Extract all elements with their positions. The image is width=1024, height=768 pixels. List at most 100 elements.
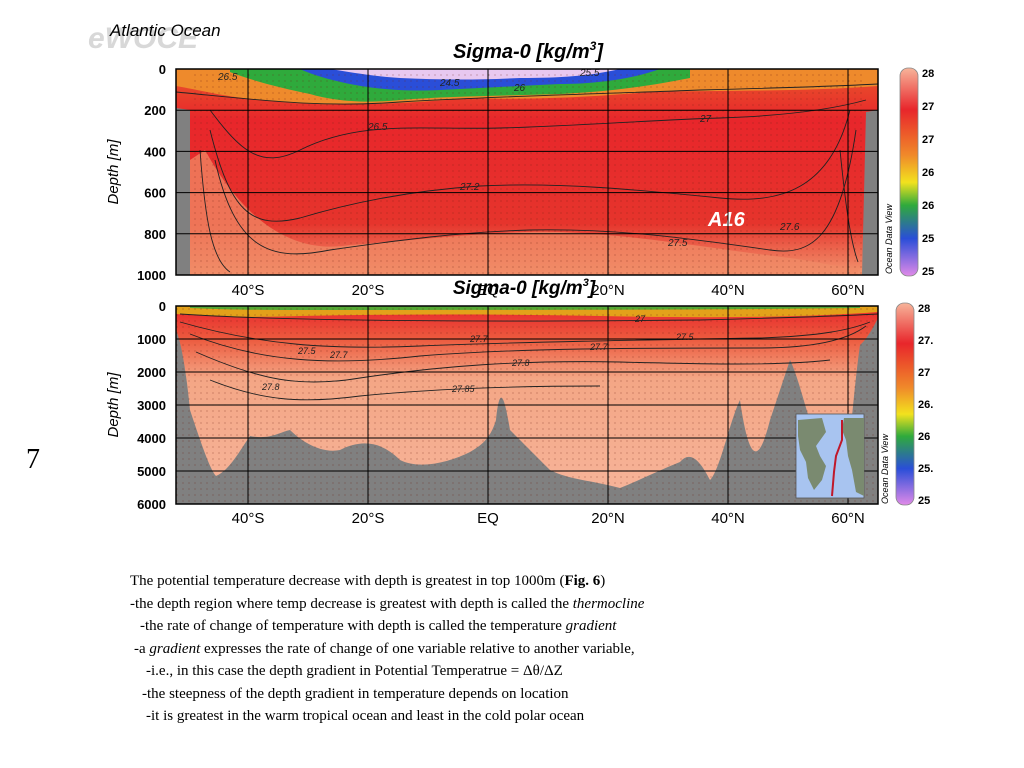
watermark-label: eWOCE <box>88 22 199 55</box>
colorbar-tick-label: 27. <box>918 335 933 347</box>
x-tick-label: EQ <box>477 282 499 299</box>
y-tick-label: 200 <box>144 103 166 118</box>
colorbar-tick-label: 27 <box>922 134 934 146</box>
colorbar-tick-label: 28 <box>922 68 934 80</box>
y-tick-label: 5000 <box>137 464 166 479</box>
lower-y-axis-label: Depth [m] <box>105 372 122 438</box>
lower-title-sup: 3 <box>583 277 589 289</box>
contour-label: 27.7 <box>329 350 349 360</box>
upper-title-main: Sigma-0 [kg/m <box>453 41 590 63</box>
x-tick-label: 40°S <box>232 282 265 299</box>
x-tick-label: 20°N <box>591 282 625 299</box>
x-tick-label: 20°S <box>352 282 385 299</box>
inset-africa-europe <box>842 418 864 496</box>
y-tick-label: 600 <box>144 186 166 201</box>
caption-line-4-text: expresses the rate of change of one vari… <box>200 640 635 657</box>
upper-frame <box>175 68 879 276</box>
upper-dot-overlay <box>190 69 862 275</box>
caption-thermocline-term: thermocline <box>572 595 645 612</box>
slide-number: 7 <box>26 444 40 475</box>
caption-line-2: -the depth region where temp decrease is… <box>130 593 930 616</box>
contour-label: 27.7 <box>589 342 609 352</box>
contour-label: 24.5 <box>439 78 460 89</box>
colorbar-tick-label: 27 <box>918 367 930 379</box>
contour-label: 26.5 <box>367 122 388 133</box>
caption-line-2-text: -the depth region where temp decrease is… <box>130 595 573 612</box>
lower-colorbar-ticks: 28 27. 27 26. 26 25. 25 <box>918 303 933 507</box>
caption-line-3-text: -the rate of change of temperature with … <box>140 618 566 634</box>
contour-label: 27 <box>699 114 712 125</box>
caption-line-1-close: ) <box>600 573 606 589</box>
contour-label: 26 <box>513 83 526 94</box>
caption-line-7: -it is greatest in the warm tropical oce… <box>146 708 585 724</box>
colorbar-tick-label: 26 <box>922 200 934 212</box>
y-tick-label: 4000 <box>137 431 166 446</box>
y-tick-label: 6000 <box>137 497 166 512</box>
lower-x-ticks: 40°S 20°S EQ 20°N 40°N 60°N <box>232 510 865 527</box>
upper-y-axis-label: Depth [m] <box>105 139 122 205</box>
caption-line-1: The potential temperature decrease with … <box>130 570 930 593</box>
contour-label: 27.2 <box>459 182 480 193</box>
upper-title-end: ] <box>594 41 604 63</box>
colorbar-tick-label: 25 <box>922 266 934 278</box>
contour-label: 27.8 <box>261 382 280 392</box>
section-label: A16 <box>707 209 746 231</box>
caption-figure-ref: Fig. 6 <box>564 573 601 589</box>
upper-panel: 26.5 27.2 27 27.5 27.6 26.5 26 25.5 24.5… <box>105 62 934 299</box>
inset-map <box>795 413 865 499</box>
x-tick-label: EQ <box>477 510 499 527</box>
colorbar-tick-label: 26 <box>922 167 934 179</box>
lower-colorbar <box>895 302 915 506</box>
upper-chart-title: Sigma-0 [kg/m3] <box>453 39 604 63</box>
caption-text: The potential temperature decrease with … <box>130 570 930 728</box>
contour-label: 26.5 <box>217 72 238 83</box>
y-tick-label: 1000 <box>137 332 166 347</box>
y-tick-label: 1000 <box>137 268 166 283</box>
x-tick-label: 60°N <box>831 510 865 527</box>
contour-label: 25.5 <box>579 68 600 79</box>
lower-panel: 27.5 27.7 27.8 27.85 27.7 27.5 27 27.8 2… <box>105 299 933 527</box>
caption-line-6: -the steepness of the depth gradient in … <box>142 685 569 702</box>
contour-label: 27.8 <box>511 358 530 368</box>
lower-title-end: ] <box>587 278 596 299</box>
caption-line-1-text: The potential temperature decrease with … <box>130 573 565 589</box>
ocean-section-figure: eWOCE Atlantic Ocean Sigma-0 [kg/m3] 26.… <box>88 21 934 527</box>
upper-colorbar-ticks: 28 27 27 26 26 25 25 <box>922 68 934 278</box>
upper-contour-labels: 26.5 27.2 27 27.5 27.6 26.5 26 25.5 24.5 <box>217 68 800 249</box>
colorbar-tick-label: 25 <box>918 495 930 507</box>
lower-title-main: Sigma-0 [kg/m <box>453 278 583 299</box>
y-tick-label: 800 <box>144 227 166 242</box>
y-tick-label: 0 <box>159 62 166 77</box>
upper-y-ticks: 0 200 400 600 800 1000 <box>137 62 166 283</box>
x-tick-label: 20°N <box>591 510 625 527</box>
inset-section-track <box>831 420 843 497</box>
ocean-subtitle: Atlantic Ocean <box>109 21 221 40</box>
y-tick-label: 2000 <box>137 365 166 380</box>
contour-label: 27 <box>634 314 646 324</box>
x-tick-label: 20°S <box>352 510 385 527</box>
upper-side-label: Ocean Data View <box>884 204 894 274</box>
lower-chart-title: Sigma-0 [kg/m3] <box>453 277 596 299</box>
y-tick-label: 400 <box>144 144 166 159</box>
upper-colorbar <box>899 67 919 277</box>
caption-line-4-prefix: -a <box>134 640 150 657</box>
lower-frame <box>175 305 879 505</box>
lower-side-label: Ocean Data View <box>880 434 890 504</box>
colorbar-tick-label: 25 <box>922 233 934 245</box>
caption-gradient-term: gradient <box>565 618 617 634</box>
x-tick-label: 40°N <box>711 282 745 299</box>
inset-americas <box>798 418 826 490</box>
lower-y-ticks: 0 1000 2000 3000 4000 5000 6000 <box>137 299 166 512</box>
x-tick-label: 40°N <box>711 510 745 527</box>
contour-label: 27.85 <box>451 384 476 394</box>
contour-label: 27.5 <box>297 346 317 356</box>
colorbar-tick-label: 27 <box>922 101 934 113</box>
x-tick-label: 40°S <box>232 510 265 527</box>
colorbar-tick-label: 26. <box>918 399 933 411</box>
y-tick-label: 3000 <box>137 398 166 413</box>
caption-line-4: -a gradient expresses the rate of change… <box>130 638 930 661</box>
x-tick-label: 60°N <box>831 282 865 299</box>
caption-line-3: -the rate of change of temperature with … <box>130 615 930 638</box>
upper-x-ticks: 40°S 20°S EQ 20°N 40°N 60°N <box>232 282 865 299</box>
contour-label: 27.5 <box>675 332 695 342</box>
